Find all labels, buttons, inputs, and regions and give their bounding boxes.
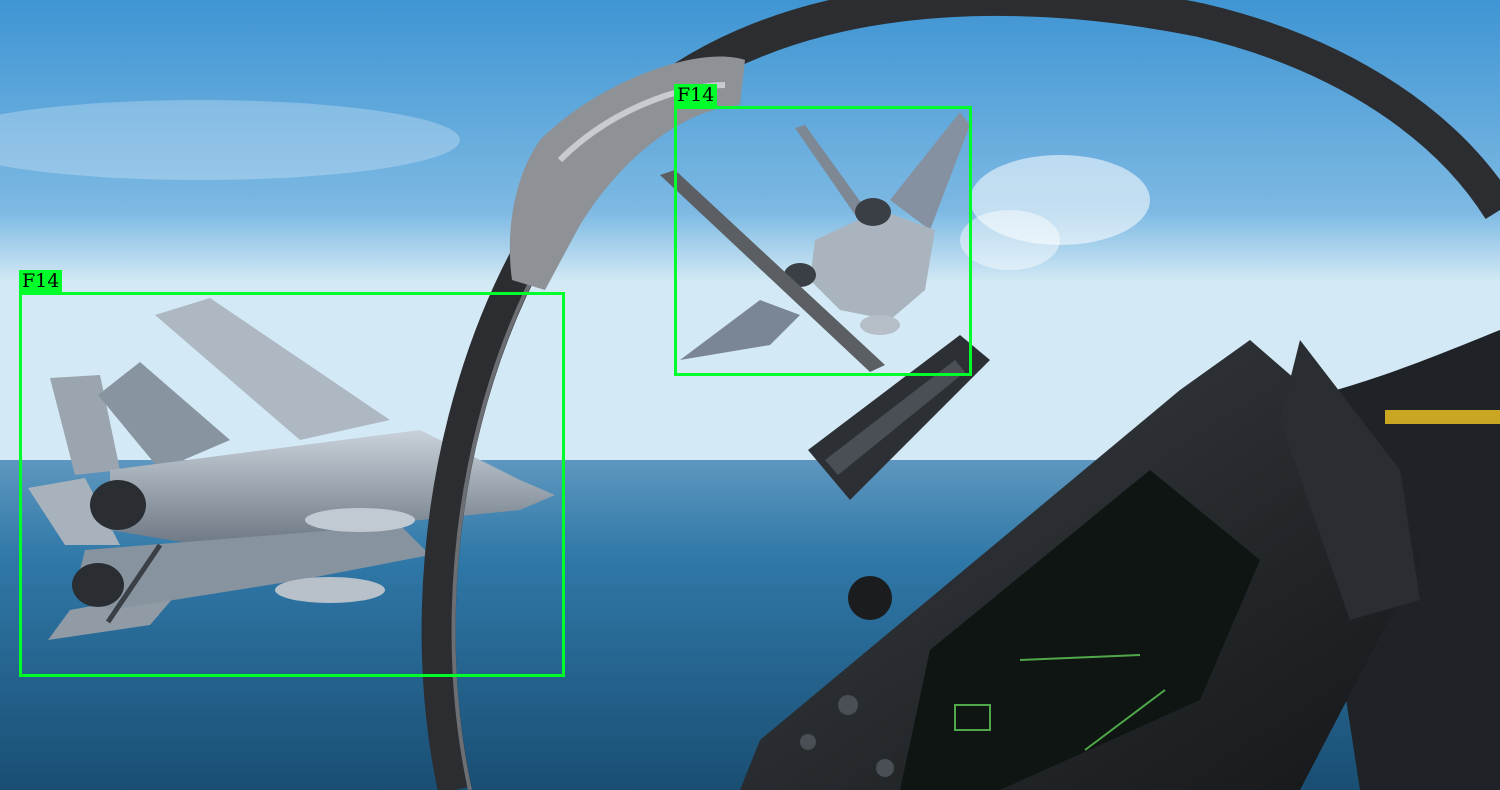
jet-left — [28, 298, 555, 640]
detection-label-f14-left: F14 — [19, 270, 63, 293]
canopy-frame — [421, 0, 1500, 790]
cloud — [960, 210, 1060, 270]
cloud — [0, 100, 460, 180]
canopy-strut — [660, 170, 885, 372]
jet-upper — [680, 112, 970, 360]
cloud — [970, 155, 1150, 245]
instrument-panel — [740, 335, 1420, 790]
detection-label-f14-upper: F14 — [674, 84, 718, 107]
warning-strip — [1385, 410, 1500, 424]
mirror — [509, 56, 745, 290]
